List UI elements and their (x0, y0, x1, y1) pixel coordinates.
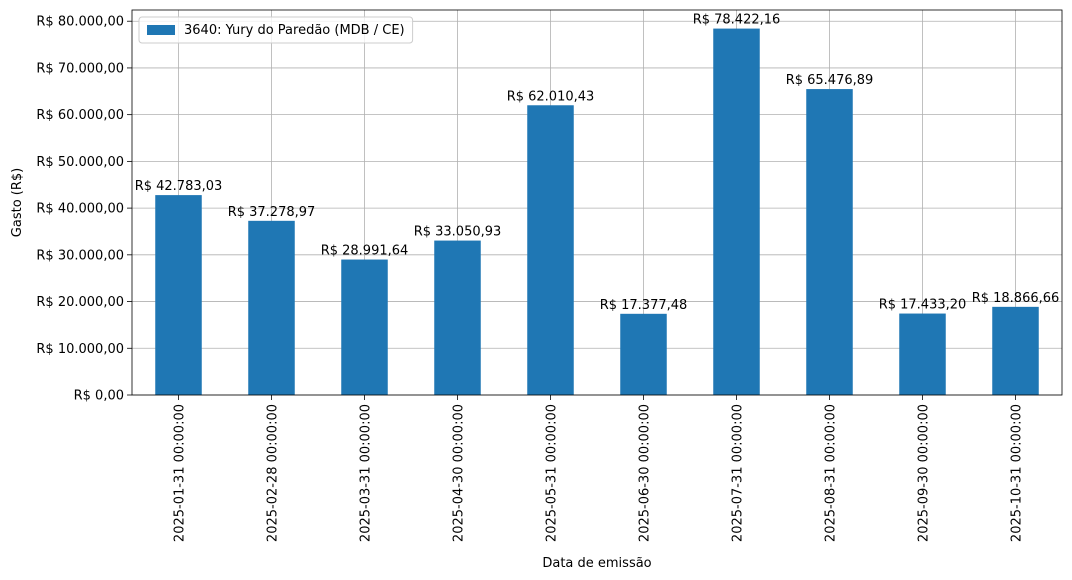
legend: 3640: Yury do Paredão (MDB / CE) (138, 16, 414, 44)
bar (527, 105, 574, 396)
y-tick-label: R$ 10.000,00 (36, 342, 124, 357)
bar (248, 220, 295, 395)
bar-value-label: R$ 28.991,64 (321, 244, 409, 259)
x-axis-title: Data de emissão (542, 556, 651, 571)
bar (620, 313, 667, 395)
bar-value-label: R$ 17.433,20 (879, 298, 967, 313)
bar (992, 306, 1039, 395)
y-tick-label: R$ 70.000,00 (36, 61, 124, 76)
y-tick-label: R$ 20.000,00 (36, 295, 124, 310)
bar (713, 28, 760, 395)
x-tick-label: 2025-03-31 00:00:00 (359, 404, 374, 542)
legend-swatch (147, 25, 175, 35)
bars (155, 28, 1039, 396)
bar-value-label: R$ 78.422,16 (693, 13, 781, 28)
y-tick-label: R$ 30.000,00 (36, 248, 124, 263)
bar-value-label: R$ 18.866,66 (972, 291, 1060, 306)
y-tick-label: R$ 40.000,00 (36, 202, 124, 217)
legend-label: 3640: Yury do Paredão (MDB / CE) (184, 23, 405, 38)
x-tick-label: 2025-09-30 00:00:00 (917, 404, 932, 542)
x-tick-label: 2025-06-30 00:00:00 (638, 404, 653, 542)
axes-frame (131, 9, 1063, 396)
y-tick-label: R$ 60.000,00 (36, 108, 124, 123)
ticks: R$ 0,00 R$ 10.000,00 R$ 20.000,00 R$ 30.000… (36, 15, 1024, 542)
bar-value-labels: R$ 42.783,03 R$ 37.278,97 R$ 28.991,64 R$ 3… (135, 13, 1060, 313)
bar-value-label: R$ 62.010,43 (507, 89, 595, 104)
bar (155, 195, 202, 395)
x-tick-label: 2025-08-31 00:00:00 (824, 404, 839, 542)
y-tick-label: R$ 0,00 (74, 389, 124, 404)
bar (806, 89, 853, 395)
legend-box (138, 16, 414, 44)
bar (434, 240, 481, 395)
bar-value-label: R$ 65.476,89 (786, 73, 874, 88)
bar-value-label: R$ 37.278,97 (228, 205, 316, 220)
x-tick-label: 2025-05-31 00:00:00 (545, 404, 560, 542)
plot-frame (131, 9, 1063, 396)
bar (341, 259, 388, 395)
bar (899, 313, 946, 395)
x-tick-label: 2025-10-31 00:00:00 (1010, 404, 1025, 542)
y-tick-label: R$ 80.000,00 (36, 15, 124, 30)
x-tick-label: 2025-02-28 00:00:00 (266, 404, 281, 542)
y-tick-label: R$ 50.000,00 (36, 155, 124, 170)
x-tick-label: 2025-04-30 00:00:00 (452, 404, 467, 542)
bar-value-label: R$ 33.050,93 (414, 225, 502, 240)
bar-value-label: R$ 17.377,48 (600, 298, 688, 313)
x-tick-label: 2025-07-31 00:00:00 (731, 404, 746, 542)
bar-value-label: R$ 42.783,03 (135, 179, 223, 194)
y-axis-title: Gasto (R$) (10, 168, 25, 237)
x-tick-label: 2025-01-31 00:00:00 (173, 404, 188, 542)
